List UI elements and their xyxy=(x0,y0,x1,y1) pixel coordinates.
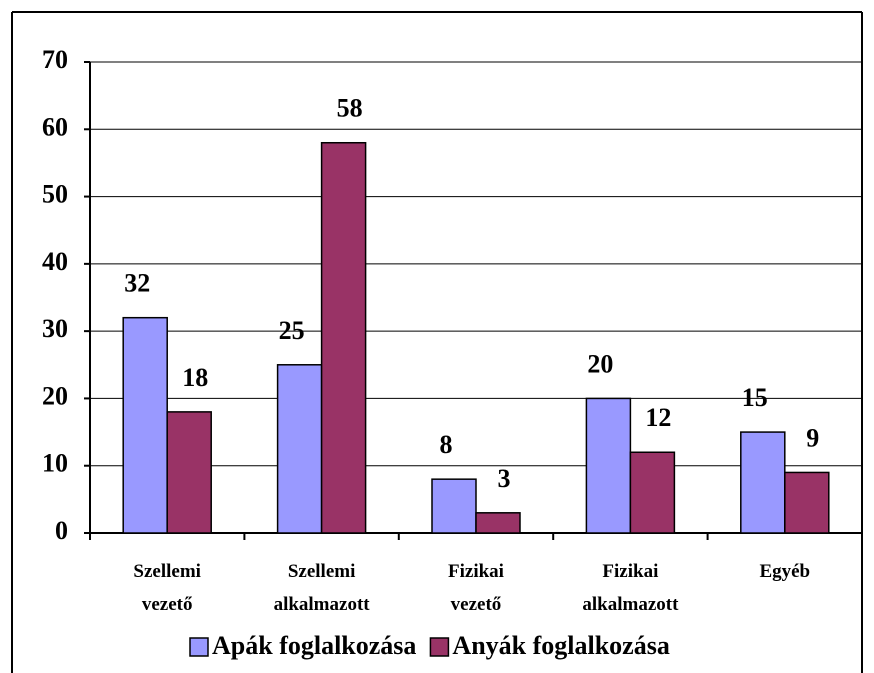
y-tick-label: 40 xyxy=(42,247,68,276)
legend-swatch xyxy=(429,637,450,657)
y-tick-label: 30 xyxy=(42,314,68,343)
value-label: 58 xyxy=(337,94,363,123)
y-tick-label: 70 xyxy=(42,45,68,74)
value-label: 15 xyxy=(742,383,768,412)
x-tick-label: Szellemi alkalmazott xyxy=(274,561,371,615)
value-label: 18 xyxy=(182,363,208,392)
value-label: 8 xyxy=(440,430,453,459)
legend-label: Anyák foglalkozása xyxy=(452,631,669,660)
bar xyxy=(784,471,830,534)
bar xyxy=(431,478,477,534)
bar xyxy=(320,141,367,534)
y-tick-label: 20 xyxy=(42,381,68,410)
legend-label: Apák foglalkozása xyxy=(212,631,416,660)
y-tick-label: 60 xyxy=(42,112,68,141)
value-label: 12 xyxy=(645,403,671,432)
value-label: 20 xyxy=(587,349,613,378)
bar xyxy=(475,512,521,534)
y-tick-label: 50 xyxy=(42,180,68,209)
x-tick-label: Fizikai alkalmazott xyxy=(582,561,679,615)
bar xyxy=(585,397,632,534)
y-tick-label: 10 xyxy=(42,449,68,478)
value-label: 25 xyxy=(279,316,305,345)
bar xyxy=(122,316,168,534)
value-label: 32 xyxy=(124,269,150,298)
x-tick-label: Szellemi vezető xyxy=(133,561,201,615)
y-tick-label: 0 xyxy=(55,516,68,545)
legend-swatch xyxy=(189,637,209,657)
bar xyxy=(276,364,323,534)
value-label: 9 xyxy=(806,423,819,452)
x-tick-label: Fizikai vezető xyxy=(448,561,504,615)
value-label: 3 xyxy=(498,464,511,493)
bar xyxy=(629,451,676,534)
bar xyxy=(740,431,786,534)
bar xyxy=(166,411,212,534)
x-tick-label: Egyéb xyxy=(759,561,810,582)
